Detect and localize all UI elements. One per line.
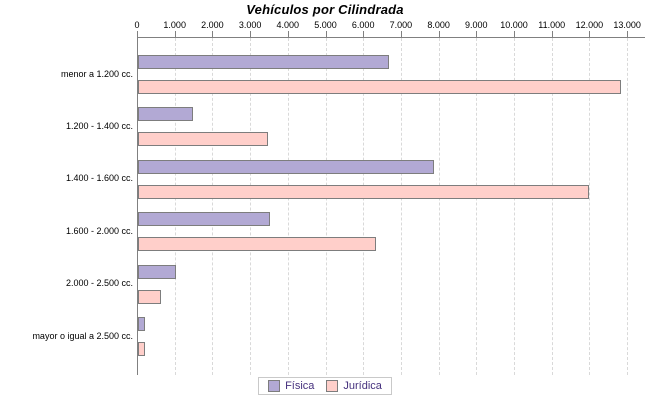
bar-jurdica bbox=[138, 79, 621, 94]
x-tick bbox=[438, 31, 440, 37]
bar-fsica bbox=[138, 317, 145, 332]
legend-item-fisica: Física bbox=[268, 380, 314, 392]
legend-box: Física Jurídica bbox=[258, 377, 392, 395]
chart-title: Vehículos por Cilindrada bbox=[246, 2, 404, 17]
x-tick-label: 12.000 bbox=[575, 20, 604, 30]
legend-label-juridica: Jurídica bbox=[343, 380, 382, 392]
x-tick-label: 13.000 bbox=[613, 20, 641, 30]
x-tick-label: 5.000 bbox=[314, 20, 337, 30]
x-tick bbox=[400, 31, 402, 37]
x-tick bbox=[363, 31, 365, 37]
x-tick bbox=[325, 31, 327, 37]
legend-label-fisica: Física bbox=[285, 380, 315, 392]
x-tick-label: 10.000 bbox=[500, 20, 528, 30]
gridline bbox=[438, 38, 440, 375]
bar-fsica bbox=[138, 264, 176, 279]
x-tick bbox=[589, 31, 591, 37]
gridline bbox=[325, 38, 327, 375]
gridline bbox=[514, 38, 515, 375]
x-tick-label: 8.000 bbox=[427, 20, 450, 30]
x-tick-label: 4.000 bbox=[276, 20, 300, 30]
x-tick-label: 11.000 bbox=[538, 20, 566, 30]
bar-jurdica bbox=[138, 132, 268, 147]
category-label: 1.600 - 2.000 cc. bbox=[65, 225, 133, 236]
gridline bbox=[212, 38, 214, 375]
x-tick-label: 9.000 bbox=[465, 20, 488, 30]
bar-fsica bbox=[138, 159, 434, 174]
category-label: menor a 1.200 cc. bbox=[60, 68, 133, 79]
gridline bbox=[627, 38, 629, 375]
gridline bbox=[476, 38, 478, 375]
category-label: 1.400 - 1.600 cc. bbox=[65, 173, 133, 184]
x-tick bbox=[212, 31, 214, 37]
x-tick bbox=[514, 31, 515, 37]
gridline bbox=[400, 38, 402, 375]
gridline bbox=[250, 38, 252, 375]
plot-area bbox=[137, 37, 645, 375]
x-tick bbox=[287, 31, 289, 37]
legend: Física Jurídica bbox=[0, 377, 650, 395]
gridline bbox=[363, 38, 365, 375]
bar-jurdica bbox=[138, 289, 161, 304]
x-tick bbox=[627, 31, 629, 37]
x-tick bbox=[174, 31, 176, 37]
bar-jurdica bbox=[138, 341, 145, 356]
gridline bbox=[551, 38, 553, 375]
x-tick bbox=[551, 31, 553, 37]
x-tick-label: 7.000 bbox=[389, 20, 413, 30]
x-tick-label: 0 bbox=[134, 20, 140, 30]
x-tick-label: 1.000 bbox=[163, 20, 186, 30]
x-tick bbox=[476, 31, 478, 37]
x-tick-label: 6.000 bbox=[351, 20, 375, 30]
legend-swatch-juridica bbox=[326, 380, 339, 392]
x-tick bbox=[250, 31, 252, 37]
bar-fsica bbox=[138, 212, 270, 227]
bar-fsica bbox=[138, 107, 193, 122]
legend-swatch-fisica bbox=[268, 380, 281, 392]
bar-fsica bbox=[138, 55, 389, 69]
bar-jurdica bbox=[138, 184, 589, 199]
category-label: mayor o igual a 2.500 cc. bbox=[32, 330, 133, 341]
gridline bbox=[287, 38, 289, 375]
x-tick-label: 2.000 bbox=[201, 20, 224, 30]
gridline bbox=[174, 38, 176, 375]
x-tick bbox=[137, 31, 138, 37]
gridline bbox=[589, 38, 591, 375]
x-tick-label: 3.000 bbox=[238, 20, 262, 30]
category-label: 1.200 - 1.400 cc. bbox=[65, 120, 133, 131]
bar-jurdica bbox=[138, 237, 376, 252]
legend-item-juridica: Jurídica bbox=[326, 380, 382, 392]
category-label: 2.000 - 2.500 cc. bbox=[65, 278, 133, 289]
